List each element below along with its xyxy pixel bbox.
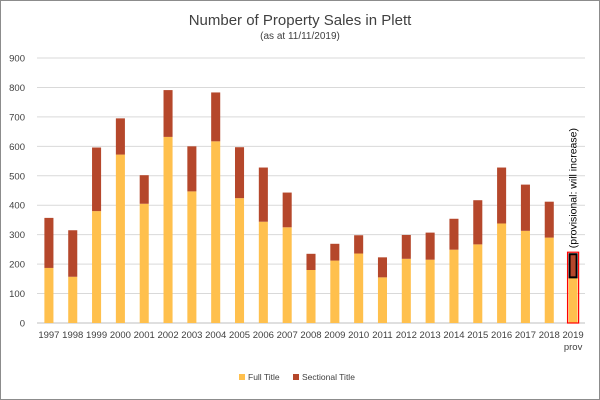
provisional-annotation: (provisional: will increase) [568,128,580,248]
x-tick-label: 2016 [491,330,512,341]
y-tick-label: 800 [9,83,25,94]
x-tick-label: 2015 [467,330,488,341]
bars [44,90,580,324]
bar-full-title-2009 [330,260,340,323]
bar-full-title-2012 [401,258,411,323]
x-tick-label: 2006 [253,330,274,341]
bar-full-title-2001 [139,203,149,323]
bar-full-title-2003 [187,191,197,323]
bar-full-title-2011 [377,277,388,323]
x-tick-label: 2000 [110,330,131,341]
bar-full-title-2015 [473,244,483,323]
y-tick-label: 300 [9,230,25,241]
bar-full-title-2018 [544,237,554,323]
x-tick-label: 1999 [86,330,107,341]
x-tick-label: 1997 [38,330,59,341]
y-tick-label: 500 [9,171,25,182]
bar-full-title-1998 [68,276,78,323]
bar-sectional-title-2018 [544,201,554,238]
x-tick-label: 1998 [62,330,83,341]
bar-sectional-title-2001 [139,175,149,204]
chart-title: Number of Property Sales in Plett [189,12,412,29]
x-tick-label: 2010 [348,330,369,341]
bar-sectional-title-1999 [92,147,102,212]
x-tick-label: 2019 [563,330,584,341]
bar-full-title-2002 [163,136,173,323]
y-tick-label: 200 [9,260,25,271]
bar-sectional-title-2019 [568,253,578,279]
legend: Full Title Sectional Title [239,372,355,382]
bar-full-title-2005 [234,198,245,323]
gridlines [37,57,585,324]
bar-sectional-title-2003 [187,146,197,192]
x-axis: 1997 1998 1999 2000 2001 2002 2003 2004 2005 2006… [38,330,583,353]
provisional-outline [566,251,580,324]
bar-sectional-title-2012 [401,234,411,259]
x-tick-label: 2001 [134,330,155,341]
y-tick-label: 100 [9,289,25,300]
legend-swatch-sectional-title [293,374,299,380]
y-tick-label: 600 [9,142,25,153]
bar-full-title-2006 [258,221,268,323]
legend-label-sectional-title: Sectional Title [302,372,355,382]
bar-full-title-2007 [282,227,292,323]
bar-sectional-title-2015 [473,200,483,245]
bar-full-title-2008 [306,270,316,323]
legend-swatch-full-title [239,374,245,380]
bar-sectional-title-2009 [330,243,340,261]
bar-full-title-1999 [92,211,102,323]
bar-sectional-title-2016 [497,167,507,224]
x-tick-label: 2005 [229,330,250,341]
bar-sectional-title-2008 [306,253,316,270]
bar-sectional-title-2000 [115,118,125,155]
bar-full-title-2014 [449,249,459,323]
y-tick-label: 900 [9,54,25,65]
x-tick-label: 2007 [277,330,298,341]
bar-sectional-title-2013 [425,232,435,260]
bar-full-title-2004 [211,141,221,323]
bar-sectional-title-1997 [44,217,54,268]
x-tick-sublabel: prov [564,342,583,353]
bar-sectional-title-2011 [377,257,388,278]
legend-label-full-title: Full Title [248,372,280,382]
bar-full-title-2000 [115,154,125,323]
provisional-note: (provisional: will increase) [568,128,580,248]
chart-subtitle: (as at 11/11/2019) [260,31,340,42]
x-tick-label: 2004 [205,330,226,341]
x-tick-label: 2011 [372,330,392,341]
y-axis: 0 100 200 300 400 500 600 700 800 900 [9,54,25,330]
x-tick-label: 2014 [443,330,464,341]
x-tick-label: 2017 [515,330,536,341]
bar-sectional-title-2002 [163,90,173,137]
bar-sectional-title-1998 [68,230,78,277]
x-tick-label: 2003 [181,330,202,341]
x-tick-label: 2012 [396,330,417,341]
bar-full-title-2016 [497,223,507,323]
bar-sectional-title-2006 [258,167,268,222]
x-tick-label: 2002 [157,330,178,341]
x-tick-label: 2013 [420,330,441,341]
bar-sectional-title-2004 [211,92,221,142]
bar-sectional-title-2007 [282,192,292,228]
bar-full-title-2019 [568,277,578,323]
y-tick-label: 700 [9,112,25,123]
x-tick-label: 2008 [300,330,321,341]
bar-sectional-title-2017 [520,184,530,231]
x-tick-label: 2009 [324,330,345,341]
y-tick-label: 400 [9,201,25,212]
bar-sectional-title-2010 [354,235,364,254]
bar-sectional-title-2014 [449,218,459,250]
y-tick-label: 0 [20,319,25,330]
bar-full-title-2010 [354,253,364,323]
x-tick-label: 2018 [539,330,560,341]
bar-full-title-2017 [520,230,530,323]
bar-sectional-title-2005 [234,147,245,199]
bar-full-title-1997 [44,267,54,323]
bar-full-title-2013 [425,259,435,323]
